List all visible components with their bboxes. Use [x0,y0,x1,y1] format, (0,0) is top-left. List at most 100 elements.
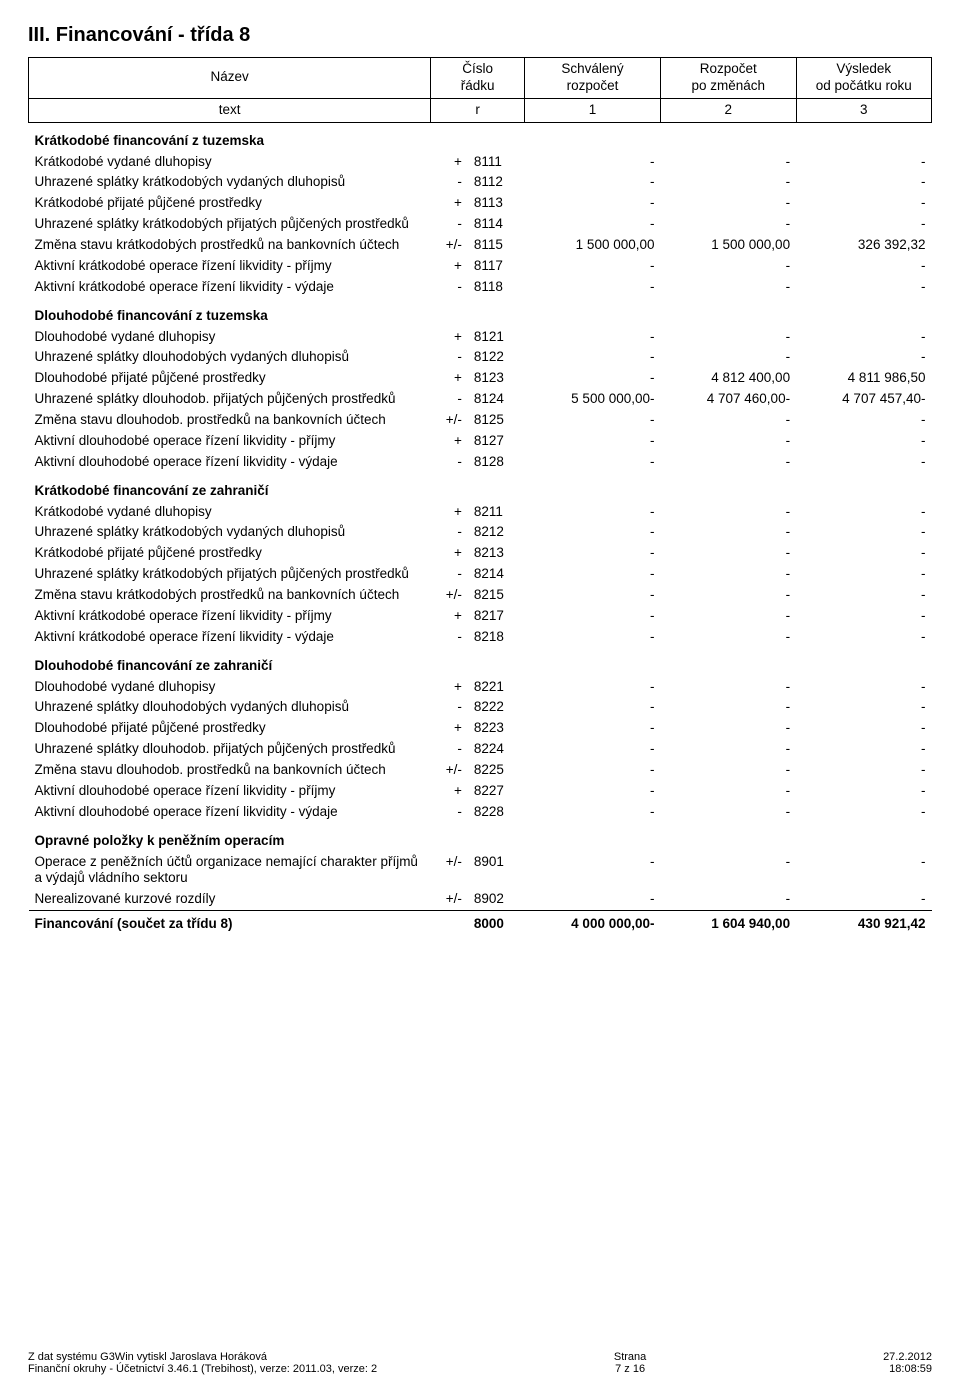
table-row: Aktivní krátkodobé operace řízení likvid… [29,627,932,648]
row-code: 8115 [468,235,525,256]
row-sign: + [431,193,468,214]
row-c1: 5 500 000,00- [524,389,660,410]
total-c1: 4 000 000,00- [524,911,660,938]
row-c2: - [661,452,797,473]
row-c2: 1 500 000,00 [661,235,797,256]
row-c2: - [661,543,797,564]
row-sign: + [431,431,468,452]
row-c2: - [661,760,797,781]
footer-right-line2: 18:08:59 [883,1363,932,1375]
row-c3: - [796,347,931,368]
row-code: 8127 [468,431,525,452]
row-c1: - [524,347,660,368]
row-c3: - [796,410,931,431]
row-c3: - [796,193,931,214]
row-sign: - [431,277,468,298]
row-code: 8218 [468,627,525,648]
row-sign: - [431,697,468,718]
row-c2: - [661,739,797,760]
row-code: 8117 [468,256,525,277]
row-c1: - [524,522,660,543]
row-code: 8901 [468,852,525,890]
row-c1: - [524,697,660,718]
table-row: Uhrazené splátky krátkodobých vydaných d… [29,172,932,193]
row-name: Dlouhodobé přijaté půjčené prostředky [29,368,431,389]
footer-left-line2: Finanční okruhy - Účetnictví 3.46.1 (Tre… [28,1363,377,1375]
row-code: 8113 [468,193,525,214]
col-code: Číslo řádku [431,58,525,99]
row-name: Uhrazené splátky krátkodobých přijatých … [29,214,431,235]
row-sign: + [431,368,468,389]
row-sign: +/- [431,852,468,890]
row-name: Uhrazené splátky krátkodobých vydaných d… [29,172,431,193]
row-code: 8123 [468,368,525,389]
row-sign: + [431,502,468,523]
row-c3: - [796,781,931,802]
section-heading: Krátkodobé financování z tuzemska [29,122,797,151]
row-c3: - [796,277,931,298]
row-c2: - [661,214,797,235]
row-name: Dlouhodobé vydané dluhopisy [29,677,431,698]
table-row: Aktivní dlouhodobé operace řízení likvid… [29,781,932,802]
row-name: Změna stavu dlouhodob. prostředků na ban… [29,410,431,431]
row-code: 8228 [468,802,525,823]
row-c1: - [524,677,660,698]
section-heading: Dlouhodobé financování ze zahraničí [29,648,797,677]
row-sign: + [431,677,468,698]
row-sign: + [431,543,468,564]
table-row: Dlouhodobé přijaté půjčené prostředky+82… [29,718,932,739]
row-code: 8902 [468,889,525,910]
row-c3: - [796,431,931,452]
col-name: Název [29,58,431,99]
table-row: Krátkodobé přijaté půjčené prostředky+82… [29,543,932,564]
row-c2: - [661,431,797,452]
row-c2: 4 812 400,00 [661,368,797,389]
table-row: Krátkodobé přijaté půjčené prostředky+81… [29,193,932,214]
row-c1: - [524,739,660,760]
footer-mid-line1: Strana [614,1351,646,1363]
row-c3: - [796,718,931,739]
row-name: Operace z peněžních účtů organizace nema… [29,852,431,890]
row-sign: +/- [431,235,468,256]
row-c1: - [524,585,660,606]
row-name: Změna stavu dlouhodob. prostředků na ban… [29,760,431,781]
row-c1: - [524,543,660,564]
row-c2: - [661,677,797,698]
row-c2: - [661,697,797,718]
row-c2: - [661,718,797,739]
row-c1: - [524,852,660,890]
row-c2: - [661,852,797,890]
row-c3: - [796,739,931,760]
row-c3: - [796,760,931,781]
table-row: Aktivní dlouhodobé operace řízení likvid… [29,452,932,473]
table-row: Krátkodobé vydané dluhopisy+8211--- [29,502,932,523]
row-c2: - [661,502,797,523]
row-c1: - [524,277,660,298]
row-code: 8112 [468,172,525,193]
table-row: Dlouhodobé vydané dluhopisy+8121--- [29,327,932,348]
row-c1: - [524,718,660,739]
footer-mid: Strana 7 z 16 [614,1351,646,1375]
row-sign: + [431,152,468,173]
row-code: 8121 [468,327,525,348]
row-code: 8122 [468,347,525,368]
table-row: Aktivní krátkodobé operace řízení likvid… [29,277,932,298]
row-c3: - [796,802,931,823]
row-code: 8215 [468,585,525,606]
row-c2: - [661,889,797,910]
row-name: Uhrazené splátky dlouhodobých vydaných d… [29,697,431,718]
table-row: Uhrazené splátky dlouhodobých vydaných d… [29,347,932,368]
table-row: Uhrazené splátky krátkodobých vydaných d… [29,522,932,543]
row-c1: - [524,193,660,214]
row-c3: - [796,889,931,910]
row-sign: +/- [431,585,468,606]
row-name: Aktivní dlouhodobé operace řízení likvid… [29,802,431,823]
row-c1: - [524,256,660,277]
row-code: 8221 [468,677,525,698]
row-c2: - [661,410,797,431]
table-row: Uhrazené splátky dlouhodob. přijatých pů… [29,389,932,410]
row-name: Krátkodobé vydané dluhopisy [29,502,431,523]
row-c1: - [524,452,660,473]
row-c1: - [524,781,660,802]
row-c3: - [796,543,931,564]
